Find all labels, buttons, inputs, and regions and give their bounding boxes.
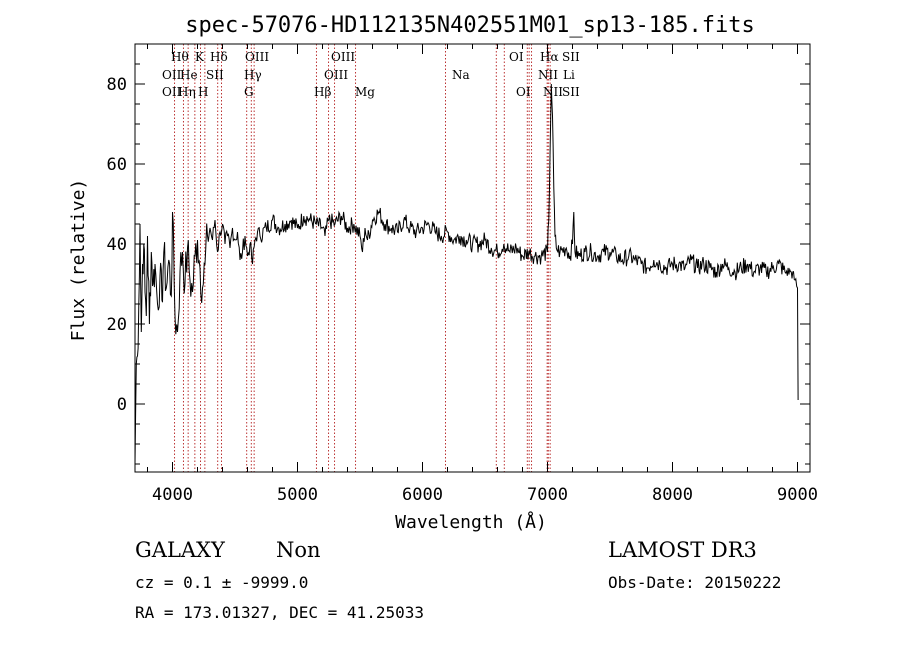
plot-axes [134, 43, 811, 473]
line-label-oiii-c: OIII [324, 68, 348, 82]
line-labels: Hθ K Hδ OIII OIII OI Hα SII OII He SII H… [162, 50, 580, 99]
line-label-halpha: Hα [540, 50, 559, 64]
line-label-h: H [198, 85, 208, 99]
line-label-he: He [180, 68, 198, 82]
line-label-nii-b: NII [543, 85, 563, 99]
line-label-g: G [244, 85, 254, 99]
y-tick-label: 80 [107, 75, 127, 95]
spectral-line-markers [174, 44, 551, 472]
line-label-hgamma: Hγ [244, 68, 262, 82]
y-axis-label: Flux (relative) [68, 179, 89, 342]
line-label-sii-b: SII [206, 68, 224, 82]
line-label-sii-a: SII [562, 50, 580, 64]
x-tick-label: 4000 [152, 485, 193, 505]
line-label-htheta: Hθ [171, 50, 189, 64]
line-label-hdelta: Hδ [210, 50, 228, 64]
redshift-info: cz = 0.1 ± -9999.0 [135, 573, 309, 592]
line-label-na: Na [452, 68, 470, 82]
obs-date: Obs-Date: 20150222 [608, 573, 782, 592]
line-label-oi-a: OI [509, 50, 524, 64]
x-tick-label: 8000 [652, 485, 693, 505]
x-axis-label: Wavelength (Å) [395, 511, 547, 533]
object-subclass: Non [276, 538, 321, 562]
flux-series-line [134, 83, 799, 465]
x-tick-labels: 4000 5000 6000 7000 8000 9000 [152, 485, 818, 505]
y-tick-label: 0 [117, 395, 127, 415]
line-label-oiii-a: OIII [245, 50, 269, 64]
line-label-sii-c: SII [562, 85, 580, 99]
x-tick-label: 6000 [402, 485, 443, 505]
line-label-nii-a: NII [538, 68, 558, 82]
x-tick-label: 7000 [527, 485, 568, 505]
plot-frame [134, 43, 811, 473]
line-label-oii-a: OII [162, 68, 182, 82]
y-tick-label: 20 [107, 315, 127, 335]
x-tick-label: 9000 [777, 485, 818, 505]
y-tick-label: 60 [107, 155, 127, 175]
line-label-mg: Mg [355, 85, 375, 99]
line-label-oiii-b: OIII [331, 50, 355, 64]
ra-dec: RA = 173.01327, DEC = 41.25033 [135, 603, 424, 622]
y-tick-labels: 0 20 40 60 80 [107, 75, 127, 415]
line-label-li: Li [563, 68, 575, 82]
line-label-hbeta: Hβ [314, 85, 331, 99]
line-label-oi-b: OI [516, 85, 531, 99]
chart-title: spec-57076-HD112135N402551M01_sp13-185.f… [185, 13, 755, 38]
y-tick-label: 40 [107, 235, 127, 255]
survey-name: LAMOST DR3 [608, 538, 757, 562]
object-class: GALAXY [135, 538, 225, 562]
line-label-k: K [195, 50, 205, 64]
x-tick-label: 5000 [277, 485, 318, 505]
line-label-oii-b: OII [162, 85, 182, 99]
line-label-heta: Hη [178, 85, 196, 99]
